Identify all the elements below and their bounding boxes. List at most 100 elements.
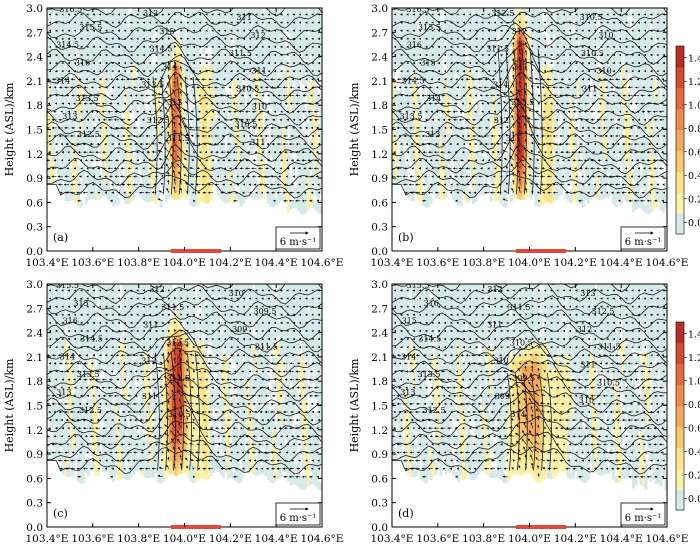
y-tick-label: 3.0: [26, 3, 43, 15]
wind-vector: [508, 98, 515, 104]
wind-vector: [183, 109, 188, 112]
y-tick-label: 3.0: [371, 3, 388, 15]
wind-vector: [503, 190, 508, 193]
x-tick-label: 104.0°E: [508, 257, 551, 269]
y-tick-label: 2.1: [371, 76, 388, 88]
wind-vector: [504, 109, 508, 112]
colorbar-tick-label: 1.0: [688, 100, 700, 111]
wind-vector: [180, 21, 183, 24]
wind-vector: [157, 198, 163, 202]
wind-vector: [509, 155, 515, 161]
wind-vector: [179, 66, 183, 72]
contour-label: 315.5: [56, 281, 79, 290]
wind-vector: [182, 166, 188, 169]
wind-vector: [503, 158, 508, 161]
wind-vector: [180, 13, 183, 16]
wind-vector: [509, 147, 515, 153]
wind-vector: [506, 60, 509, 64]
contour-label: 310: [598, 31, 613, 40]
colorbar-tick-label: 0.6: [688, 423, 700, 434]
wind-vector: [167, 53, 171, 57]
colorbar-tick-label: 1.4: [688, 329, 700, 340]
wind-vector: [519, 362, 522, 365]
contour-label: 312: [512, 27, 527, 36]
wind-vector: [159, 85, 163, 88]
wind-vector: [512, 66, 515, 72]
y-tick-label: 0.9: [26, 173, 43, 185]
wind-vector: [185, 149, 189, 153]
colorbar-swatch: [676, 171, 684, 193]
x-tick-label: 103.4°E: [26, 533, 69, 545]
contour-label: 310.5: [597, 378, 620, 387]
wind-vector: [174, 53, 177, 56]
contour-label: 313: [580, 289, 595, 298]
wind-vector: [176, 163, 182, 169]
contour-label: 314: [426, 94, 441, 103]
wind-vector: [186, 84, 189, 88]
contour-label: 311.5: [255, 343, 278, 352]
contour-label: 313: [62, 112, 77, 121]
colorbar-swatch: [676, 363, 684, 386]
y-tick-label: 0.0: [26, 246, 43, 258]
contour-line: [392, 173, 667, 199]
wind-vector: [167, 179, 170, 185]
contour-line: [392, 115, 667, 150]
contour-label: 314: [162, 63, 177, 72]
y-tick-label: 2.7: [371, 303, 388, 315]
wind-vector: [506, 44, 509, 48]
x-tick-label: 104.6°E: [301, 533, 344, 545]
wind-vector: [183, 125, 188, 129]
y-tick-label: 0.0: [371, 246, 388, 258]
x-tick-label: 104.2°E: [554, 257, 597, 269]
wind-vector: [185, 133, 189, 137]
x-tick-label: 103.6°E: [416, 257, 459, 269]
colorbar-tick-label: 1.2: [688, 353, 700, 364]
wind-vector: [186, 68, 189, 72]
contour-label: 313: [425, 130, 440, 139]
wind-vector: [502, 93, 508, 96]
x-tick-label: 103.6°E: [71, 257, 114, 269]
contour-label: 311.5: [229, 49, 252, 58]
contour-label: 310.5: [510, 339, 533, 348]
contour-label: 312.5: [166, 339, 189, 348]
panel-plot-area: 316.5315.5314.5316314313.5313312.5312315…: [47, 8, 322, 215]
wind-vector: [167, 131, 170, 137]
wind-vector: [165, 163, 170, 169]
wind-vector: [179, 187, 183, 193]
contour-label: 310.5: [168, 410, 191, 419]
contour-label: 311: [250, 138, 265, 147]
y-axis-label: Height (ASL)/km: [348, 358, 361, 452]
contour-line: [176, 76, 182, 195]
wind-vector: [515, 153, 521, 161]
y-tick-label: 3.0: [26, 279, 43, 291]
wind-vector: [166, 82, 170, 88]
colorbar-tick-label: 1.2: [688, 77, 700, 88]
x-tick-label: 103.4°E: [371, 533, 414, 545]
wind-vector: [173, 80, 176, 88]
contour-line: [392, 29, 667, 66]
wind-vector: [160, 166, 164, 169]
y-tick-label: 1.8: [26, 376, 43, 388]
y-tick-label: 1.8: [371, 376, 388, 388]
contour-label: 311: [513, 63, 528, 72]
colorbar-swatch: [676, 322, 684, 344]
wind-vector: [164, 155, 170, 161]
y-tick-label: 2.1: [26, 352, 43, 364]
colorbar-tick-label: 0.4: [688, 171, 700, 182]
wind-vector: [171, 161, 176, 169]
wind-vector: [158, 158, 163, 161]
wind-vector: [512, 29, 516, 32]
panel-plot-area: 315.5316315314.5314313.5313312.5312311.5…: [392, 284, 667, 491]
colorbar: 0.0 0.2 0.4 0.6 0.8 1.0 1.2 1.4: [675, 45, 700, 235]
contour-label: 314: [60, 352, 75, 361]
contour-label: 315: [159, 27, 174, 36]
wind-vector: [510, 163, 515, 169]
y-axis-label: Height (ASL)/km: [3, 82, 16, 176]
x-tick-label: 104.4°E: [600, 533, 643, 545]
contour-label: 312.5: [79, 406, 102, 415]
wind-vector: [157, 149, 163, 153]
wind-vector: [180, 61, 183, 65]
wind-vector: [512, 58, 515, 64]
contour-label: 310: [494, 356, 509, 365]
